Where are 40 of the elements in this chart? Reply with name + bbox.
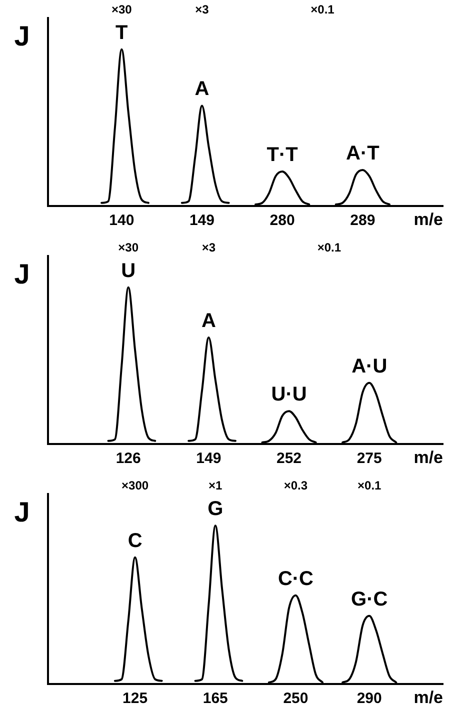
text: ×30 bbox=[111, 2, 132, 16]
annotation: A bbox=[194, 78, 210, 100]
x-tick-label: 252 bbox=[276, 450, 302, 468]
annotation: T bbox=[116, 22, 128, 44]
x-tick-label: 149 bbox=[189, 212, 214, 230]
text: ×0.1 bbox=[310, 2, 335, 16]
y-axis-title: J bbox=[14, 496, 30, 528]
x-tick-label: 280 bbox=[270, 212, 295, 230]
annotation: A·T bbox=[346, 142, 380, 164]
annotation: C bbox=[128, 530, 142, 552]
text: ×1 bbox=[208, 478, 223, 492]
x-tick-label: 275 bbox=[356, 450, 382, 468]
x-tick-label: 289 bbox=[350, 212, 376, 230]
x-axis-title: m/e bbox=[414, 688, 443, 708]
text: ×3 bbox=[202, 240, 216, 254]
x-tick-label: 165 bbox=[202, 690, 228, 708]
x-tick-label: 140 bbox=[109, 212, 134, 230]
text: ×300 bbox=[122, 478, 149, 492]
x-tick-label: 126 bbox=[116, 450, 141, 468]
x-tick-label: 290 bbox=[356, 690, 382, 708]
annotation: U·U bbox=[271, 384, 307, 406]
y-axis-title: J bbox=[14, 20, 30, 52]
text: ×3 bbox=[195, 2, 210, 16]
annotation: G bbox=[208, 498, 224, 520]
x-tick-label: 125 bbox=[122, 690, 148, 708]
x-tick-label: 149 bbox=[196, 450, 222, 468]
annotation: T·T bbox=[266, 144, 298, 166]
text: ×30 bbox=[118, 240, 139, 254]
x-axis-title: m/e bbox=[414, 448, 443, 468]
text: ×0.1 bbox=[358, 478, 382, 492]
annotation: A·U bbox=[352, 355, 388, 378]
text: ×0.3 bbox=[284, 478, 308, 492]
annotation: G·C bbox=[351, 588, 388, 610]
annotation: U bbox=[121, 260, 136, 282]
x-axis-title: m/e bbox=[414, 210, 443, 230]
text: ×0.1 bbox=[317, 240, 342, 254]
x-tick-label: 250 bbox=[283, 690, 308, 708]
annotation: A bbox=[201, 310, 216, 332]
y-axis-title: J bbox=[14, 258, 30, 290]
annotation: C·C bbox=[278, 568, 314, 590]
